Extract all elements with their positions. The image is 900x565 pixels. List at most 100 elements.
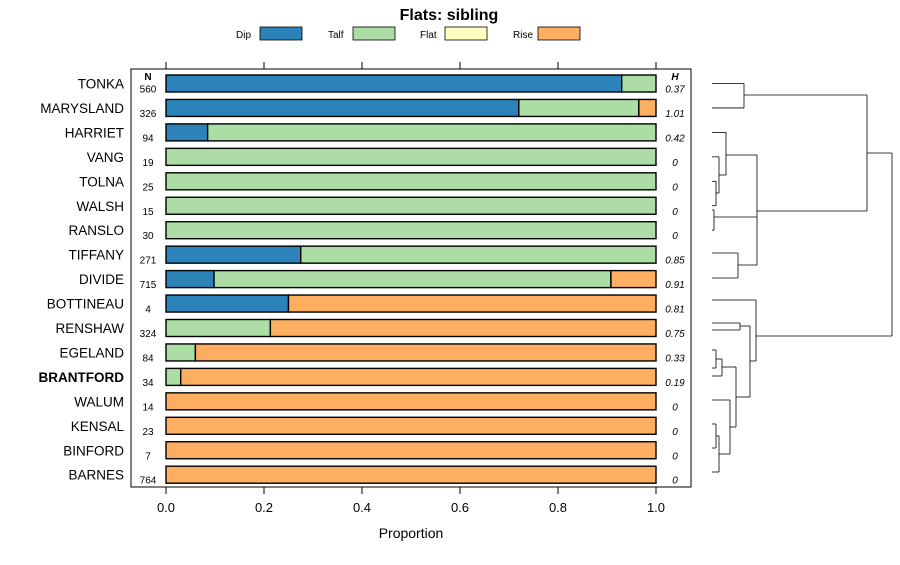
bar-segment-marysland-dip (165, 98, 520, 118)
bar-segment-bottineau-rise (287, 294, 657, 313)
row-label-renshaw: RENSHAW (55, 321, 124, 336)
bars (165, 74, 657, 484)
bar-segment-binford-rise (165, 441, 657, 460)
row-labels: TONKA 560 0.37 MARYSLAND 326 1.01 HARRIET 94 0.4… (39, 77, 686, 487)
n-value-barnes: 764 (140, 476, 157, 487)
n-value-kensal: 23 (142, 427, 154, 438)
x-tick-label: 0.2 (255, 500, 273, 515)
bar-segment-tonka-talf (621, 74, 657, 93)
x-tick-label: 0.4 (353, 500, 371, 515)
row-label-harriet: HARRIET (65, 125, 124, 140)
n-value-divide: 715 (140, 280, 157, 291)
x-tick-label: 0.0 (157, 500, 175, 515)
row-label-walum: WALUM (74, 394, 124, 409)
bar-segment-marysland-rise (638, 98, 657, 118)
n-value-walsh: 15 (142, 207, 154, 218)
h-value-marysland: 1.01 (665, 109, 684, 120)
h-value-harriet: 0.42 (665, 133, 685, 144)
legend-swatch-rise (537, 26, 581, 41)
n-value-tiffany: 271 (140, 256, 157, 267)
bar-segment-harriet-talf (206, 123, 657, 142)
n-header: N (144, 72, 151, 83)
row-label-marysland: MARYSLAND (40, 101, 124, 116)
row-label-ranslo: RANSLO (68, 223, 124, 238)
bar-segment-tiffany-dip (165, 245, 302, 264)
row-label-bottineau: BOTTINEAU (47, 297, 124, 312)
h-value-divide: 0.91 (665, 280, 684, 291)
x-axis-label: Proportion (379, 525, 444, 541)
h-value-walum: 0 (672, 402, 678, 413)
bar-segment-bottineau-dip (165, 294, 290, 313)
n-value-marysland: 326 (140, 109, 157, 120)
h-value-binford: 0 (672, 451, 678, 462)
n-value-tonka: 560 (140, 85, 157, 96)
bar-segment-vang-talf (165, 147, 657, 167)
legend-swatch-flat (444, 26, 488, 41)
row-label-tiffany: TIFFANY (68, 248, 124, 263)
bar-segment-egeland-talf (165, 343, 197, 362)
bar-segment-walsh-talf (165, 196, 657, 215)
h-value-brantford: 0.19 (665, 378, 685, 389)
row-label-tolna: TOLNA (79, 174, 124, 189)
bar-segment-divide-talf (213, 269, 612, 289)
h-value-kensal: 0 (672, 427, 678, 438)
dendrogram (712, 83, 893, 473)
bar-segment-barnes-rise (165, 465, 657, 484)
x-tick-label: 0.6 (451, 500, 469, 515)
h-value-bottineau: 0.81 (665, 305, 684, 316)
n-value-renshaw: 324 (140, 329, 157, 340)
bar-segment-renshaw-talf (165, 318, 272, 338)
h-value-tolna: 0 (672, 182, 678, 193)
n-value-walum: 14 (142, 402, 154, 413)
x-tick-label: 0.8 (549, 500, 567, 515)
bar-segment-marysland-talf (518, 98, 640, 118)
bar-segment-walum-rise (165, 392, 657, 411)
legend-label-flat: Flat (420, 30, 437, 41)
bar-segment-ranslo-talf (165, 220, 657, 240)
n-value-tolna: 25 (142, 182, 154, 193)
n-value-ranslo: 30 (142, 231, 154, 242)
legend-swatch-talf (352, 26, 396, 41)
chart-title: Flats: sibling (400, 7, 499, 24)
row-label-divide: DIVIDE (79, 272, 124, 287)
row-label-tonka: TONKA (78, 77, 124, 92)
h-value-ranslo: 0 (672, 231, 678, 242)
h-value-barnes: 0 (672, 476, 678, 487)
h-value-renshaw: 0.75 (665, 329, 685, 340)
bar-segment-divide-dip (165, 269, 215, 289)
h-value-egeland: 0.33 (665, 353, 685, 364)
bar-segment-tonka-dip (165, 74, 623, 93)
n-value-vang: 19 (142, 158, 154, 169)
bar-segment-tolna-talf (165, 172, 657, 191)
row-label-brantford: BRANTFORD (39, 370, 125, 385)
legend-label-rise: Rise (513, 30, 533, 41)
row-label-kensal: KENSAL (71, 419, 125, 434)
x-tick-label: 1.0 (647, 500, 665, 515)
h-value-tonka: 0.37 (665, 85, 685, 96)
legend-label-dip: Dip (236, 30, 251, 41)
legend-label-talf: Talf (328, 30, 344, 41)
n-value-bottineau: 4 (145, 305, 151, 316)
bar-segment-kensal-rise (165, 416, 657, 435)
plot-frame (130, 68, 692, 488)
n-value-brantford: 34 (142, 378, 154, 389)
row-label-egeland: EGELAND (59, 345, 124, 360)
h-header: H (671, 72, 679, 83)
n-value-binford: 7 (145, 451, 151, 462)
bar-segment-tiffany-talf (300, 245, 657, 264)
n-value-egeland: 84 (142, 353, 154, 364)
row-label-vang: VANG (87, 150, 124, 165)
h-value-tiffany: 0.85 (665, 256, 685, 267)
row-label-walsh: WALSH (76, 199, 124, 214)
x-axis: 0.0 0.2 0.4 0.6 0.8 1.0 (157, 62, 665, 515)
n-value-harriet: 94 (142, 133, 154, 144)
bar-segment-harriet-dip (165, 123, 209, 142)
bar-segment-egeland-rise (194, 343, 657, 362)
legend: Dip Talf Flat Rise (236, 26, 581, 41)
bar-segment-divide-rise (610, 269, 657, 289)
bar-segment-renshaw-rise (269, 318, 657, 338)
bar-segment-brantford-rise (179, 367, 657, 387)
h-value-walsh: 0 (672, 207, 678, 218)
bar-segment-brantford-talf (165, 367, 182, 387)
